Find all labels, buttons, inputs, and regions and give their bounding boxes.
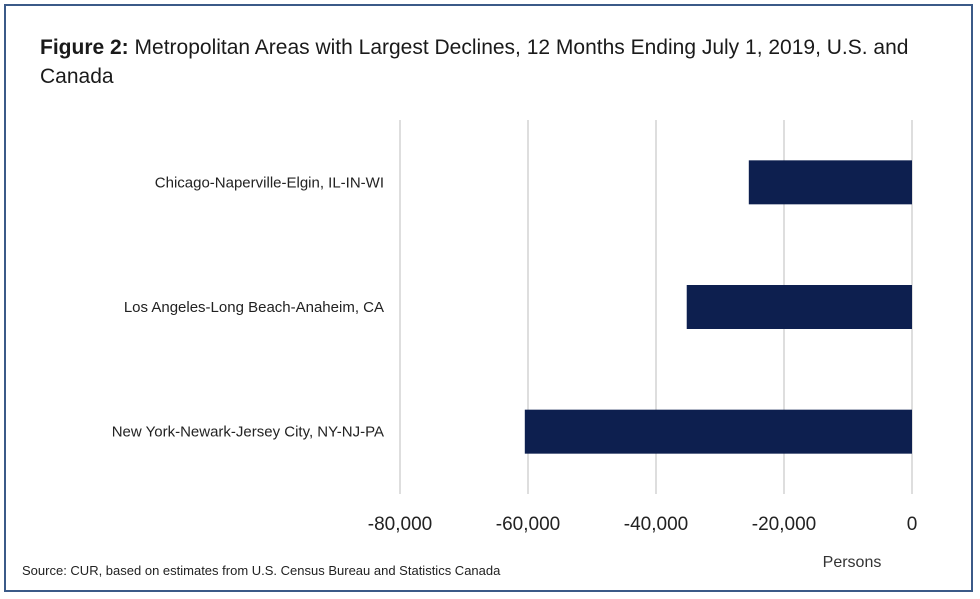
chart-title-text: Metropolitan Areas with Largest Declines…: [40, 36, 909, 88]
x-tick-label: -20,000: [752, 514, 816, 535]
category-label: New York-Newark-Jersey City, NY-NJ-PA: [112, 424, 384, 441]
x-tick-label: -80,000: [368, 514, 432, 535]
x-tick-label: -40,000: [624, 514, 688, 535]
x-axis-label: Persons: [823, 554, 882, 571]
chart-title: Figure 2: Metropolitan Areas with Larges…: [40, 33, 940, 91]
bar: [748, 160, 912, 205]
category-label: Chicago-Naperville-Elgin, IL-IN-WI: [155, 174, 384, 191]
bar: [524, 409, 912, 454]
figure-number: Figure 2:: [40, 36, 129, 59]
category-label: Los Angeles-Long Beach-Anaheim, CA: [124, 299, 384, 316]
bar: [686, 285, 912, 329]
source-note: Source: CUR, based on estimates from U.S…: [22, 563, 501, 578]
x-tick-label: 0: [907, 514, 918, 535]
x-tick-label: -60,000: [496, 514, 560, 535]
